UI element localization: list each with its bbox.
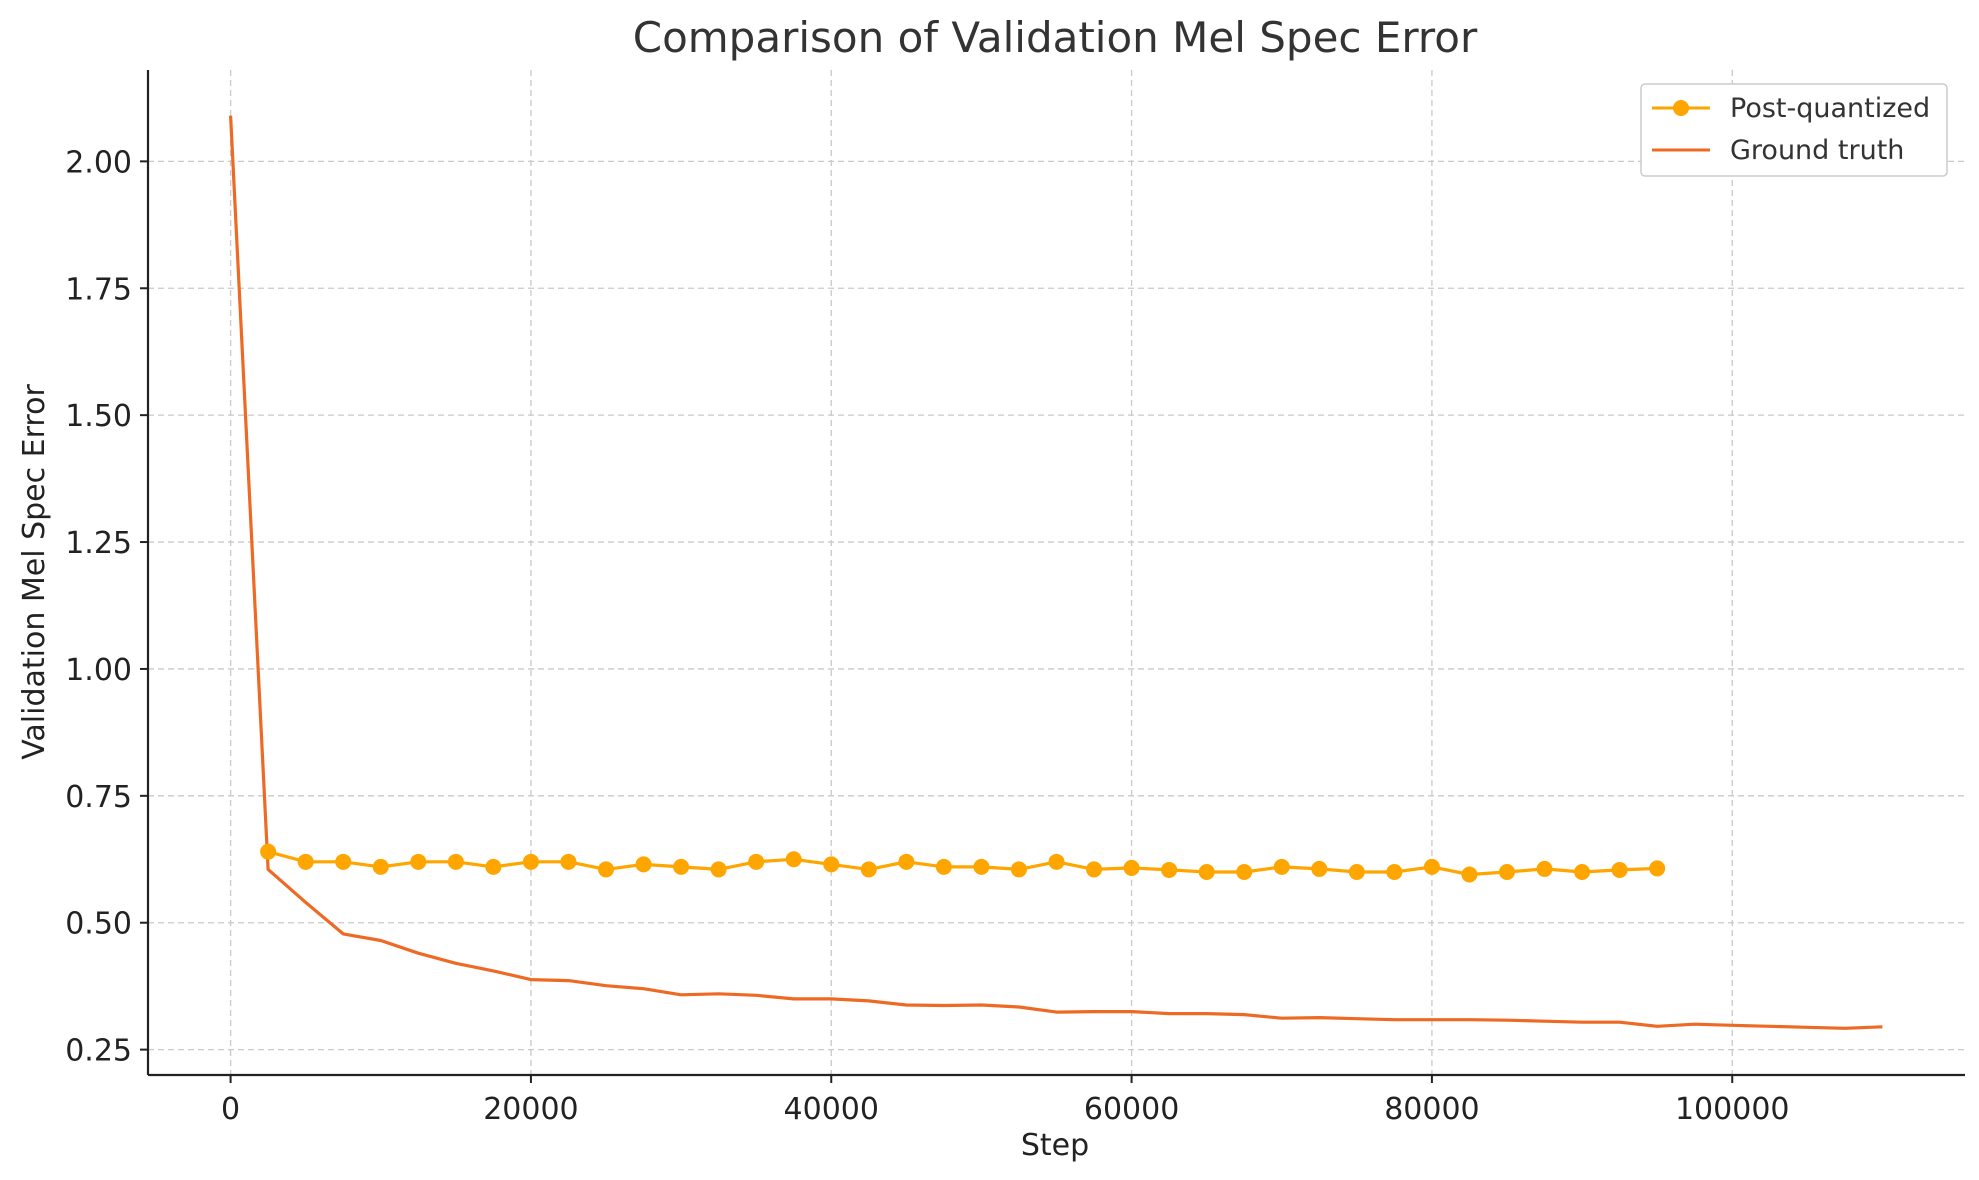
data-point-post-quantized xyxy=(1348,863,1365,880)
data-point-post-quantized xyxy=(260,843,277,860)
data-point-post-quantized xyxy=(935,858,952,875)
data-point-post-quantized xyxy=(410,853,427,870)
y-tick-label: 0.25 xyxy=(65,1034,132,1069)
data-point-post-quantized xyxy=(1536,860,1553,877)
data-point-post-quantized xyxy=(297,853,314,870)
data-point-post-quantized xyxy=(673,858,690,875)
x-tick-label: 100000 xyxy=(1675,1092,1790,1127)
y-tick-label: 2.00 xyxy=(65,145,132,180)
data-point-post-quantized xyxy=(1086,861,1103,878)
y-tick-label: 0.50 xyxy=(65,907,132,942)
y-tick-label: 1.75 xyxy=(65,272,132,307)
x-tick-label: 0 xyxy=(221,1092,240,1127)
data-point-post-quantized xyxy=(973,858,990,875)
data-point-post-quantized xyxy=(335,853,352,870)
grid xyxy=(148,70,1965,1075)
data-point-post-quantized xyxy=(447,853,464,870)
data-point-post-quantized xyxy=(1198,863,1215,880)
data-point-post-quantized xyxy=(1461,866,1478,883)
data-point-post-quantized xyxy=(635,856,652,873)
data-point-post-quantized xyxy=(1498,863,1515,880)
legend-label-post-quantized: Post-quantized xyxy=(1730,93,1930,124)
data-point-post-quantized xyxy=(598,861,615,878)
data-point-post-quantized xyxy=(823,856,840,873)
data-point-post-quantized xyxy=(860,861,877,878)
legend-label-ground-truth: Ground truth xyxy=(1730,135,1904,166)
data-point-post-quantized xyxy=(785,851,802,868)
x-tick-label: 20000 xyxy=(483,1092,578,1127)
x-tick-label: 60000 xyxy=(1084,1092,1179,1127)
data-point-post-quantized xyxy=(485,858,502,875)
data-point-post-quantized xyxy=(1423,858,1440,875)
chart-title: Comparison of Validation Mel Spec Error xyxy=(633,13,1478,62)
data-point-post-quantized xyxy=(522,853,539,870)
y-tick-label: 1.50 xyxy=(65,399,132,434)
data-point-post-quantized xyxy=(372,858,389,875)
legend-box xyxy=(1640,83,1948,177)
axes xyxy=(146,70,1965,1077)
data-point-post-quantized xyxy=(1010,861,1027,878)
data-point-post-quantized xyxy=(1311,860,1328,877)
y-tick-label: 1.25 xyxy=(65,526,132,561)
x-tick-label: 40000 xyxy=(784,1092,879,1127)
data-point-post-quantized xyxy=(1649,860,1666,877)
data-point-post-quantized xyxy=(1574,863,1591,880)
y-tick-label: 1.00 xyxy=(65,653,132,688)
data-point-post-quantized xyxy=(1161,861,1178,878)
x-axis-label: Step xyxy=(1021,1128,1089,1163)
legend-marker-post-quantized xyxy=(1673,100,1689,116)
ticks: 0 20000 40000 60000 80000 100000 0.25 0.50 0.75 1… xyxy=(65,145,1789,1127)
data-point-post-quantized xyxy=(1386,863,1403,880)
data-point-post-quantized xyxy=(1611,861,1628,878)
series-layer xyxy=(229,115,1883,1030)
legend: Post-quantized Ground truth xyxy=(1640,83,1948,177)
data-point-post-quantized xyxy=(1236,863,1253,880)
data-point-post-quantized xyxy=(748,853,765,870)
data-point-post-quantized xyxy=(1273,858,1290,875)
data-point-post-quantized xyxy=(710,861,727,878)
data-point-post-quantized xyxy=(560,853,577,870)
data-point-post-quantized xyxy=(1048,853,1065,870)
data-point-post-quantized xyxy=(1123,859,1140,876)
series-line-post-quantized xyxy=(267,850,1658,877)
series-line-ground-truth xyxy=(229,115,1883,1030)
data-point-post-quantized xyxy=(898,853,915,870)
y-axis-label: Validation Mel Spec Error xyxy=(17,384,52,760)
y-tick-label: 0.75 xyxy=(65,780,132,815)
x-tick-label: 80000 xyxy=(1384,1092,1479,1127)
